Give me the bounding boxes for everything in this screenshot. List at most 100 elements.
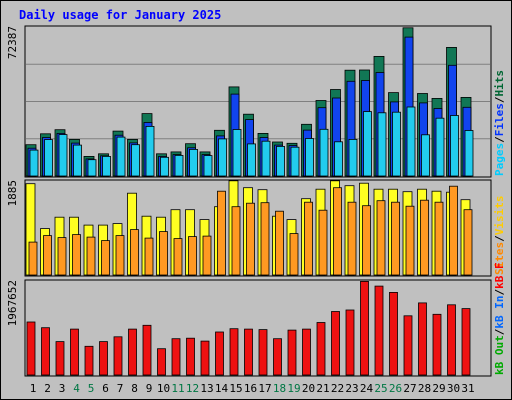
bar-kb-f-day-14	[215, 331, 224, 376]
bar-sites-day-5	[86, 236, 96, 276]
bar-sites-day-17	[260, 202, 270, 276]
x-tick-label-day-21: 21	[316, 382, 329, 395]
bar-kb-f-day-13	[200, 340, 210, 376]
x-tick-label-day-10: 10	[157, 382, 170, 395]
bar-sites-day-15	[231, 206, 241, 276]
bar-pages-day-22	[334, 141, 343, 177]
chart-title: Daily usage for January 2025	[19, 8, 221, 22]
bar-kb-f-day-5	[84, 345, 94, 376]
bar-pages-day-26	[392, 111, 401, 177]
x-tick-label-day-1: 1	[30, 382, 37, 395]
legend-separator: /	[493, 328, 506, 335]
bar-pages-day-6	[102, 155, 111, 177]
bars	[25, 27, 474, 376]
legend-sites: Sites	[493, 242, 506, 275]
x-tick-label-day-20: 20	[302, 382, 315, 395]
x-tick-label-day-22: 22	[331, 382, 344, 395]
bar-pages-day-17	[261, 140, 271, 177]
bar-kb-f-day-21	[316, 322, 326, 376]
bar-pages-day-27	[406, 106, 416, 177]
bar-kb-f-day-7	[113, 336, 123, 376]
bar-sites-day-27	[405, 205, 415, 276]
bar-pages-day-12	[189, 148, 198, 177]
bar-pages-day-13	[203, 155, 213, 177]
bar-pages-day-3	[58, 134, 68, 177]
x-tick-label-day-27: 27	[403, 382, 416, 395]
x-axis-labels: 1 2 3 4 5 6 7 8 9 10 11 12 13 14 15 16 17 18 19 20 21 22 23 24 2…	[30, 382, 475, 395]
x-tick-label-day-11: 11	[171, 382, 184, 395]
bar-kb-f-day-8	[128, 328, 137, 376]
bar-kb-f-day-22	[331, 311, 340, 376]
bar-pages-day-9	[145, 126, 155, 177]
legend-files: Files	[493, 103, 506, 136]
bar-kb-f-day-9	[142, 324, 152, 376]
bar-kb-f-day-19	[287, 329, 297, 376]
bar-sites-day-20	[304, 201, 313, 276]
legend-panel-2: kB Out/kB In/kB F	[493, 262, 506, 375]
x-tick-label-day-31: 31	[461, 382, 474, 395]
bar-kb-f-day-17	[258, 329, 268, 376]
bar-kb-f-day-10	[157, 348, 166, 376]
bar-pages-day-18	[276, 145, 285, 177]
bar-pages-day-23	[348, 138, 358, 177]
bar-pages-day-29	[435, 117, 445, 177]
bar-kb-f-day-31	[461, 308, 471, 376]
bar-sites-day-6	[101, 240, 110, 276]
hits-ymax-label: 72387	[6, 26, 19, 59]
x-tick-label-day-30: 30	[447, 382, 460, 395]
bar-kb-f-day-28	[418, 302, 427, 376]
bar-kb-f-day-24	[360, 280, 369, 376]
bar-kb-f-day-12	[186, 337, 195, 376]
x-tick-label-day-28: 28	[418, 382, 431, 395]
bar-pages-day-7	[116, 136, 126, 177]
bar-kb-f-day-18	[273, 338, 282, 376]
bar-kb-f-day-23	[345, 309, 355, 376]
x-tick-label-day-9: 9	[146, 382, 153, 395]
legend-visits: Visits	[493, 196, 506, 236]
x-tick-label-day-4: 4	[73, 382, 80, 395]
bar-sites-day-28	[420, 199, 429, 276]
bar-sites-day-26	[391, 201, 400, 276]
panel-hits-frame	[24, 25, 492, 178]
bar-pages-day-4	[73, 144, 82, 177]
x-tick-label-day-16: 16	[244, 382, 257, 395]
bar-sites-day-21	[318, 209, 328, 276]
panel-visits-frame	[24, 179, 492, 277]
bar-pages-day-8	[131, 144, 140, 177]
legend-separator: /	[493, 136, 506, 143]
x-tick-label-day-6: 6	[102, 382, 109, 395]
bar-pages-day-19	[290, 146, 300, 177]
bar-pages-day-24	[363, 111, 372, 177]
legend-kb-out: kB Out	[493, 335, 506, 375]
bar-sites-day-23	[347, 201, 357, 276]
bar-sites-day-7	[115, 235, 125, 276]
bar-kb-f-day-11	[171, 338, 181, 376]
bar-sites-day-11	[173, 238, 183, 276]
x-tick-label-day-12: 12	[186, 382, 199, 395]
bar-sites-day-8	[130, 229, 139, 276]
bar-sites-day-19	[289, 233, 299, 276]
bar-sites-day-30	[449, 185, 458, 276]
x-tick-label-day-18: 18	[273, 382, 286, 395]
legend-kb-in: kB In	[493, 296, 506, 329]
x-tick-label-day-19: 19	[287, 382, 300, 395]
bar-sites-day-18	[275, 210, 284, 276]
x-tick-label-day-23: 23	[345, 382, 358, 395]
visits-ymax-label: 1885	[6, 180, 19, 207]
legend-pages: Pages	[493, 143, 506, 176]
bar-sites-day-14	[217, 190, 226, 276]
bar-sites-day-4	[72, 234, 81, 276]
legend-panel-0: Pages/Files/Hits	[493, 70, 506, 176]
x-tick-label-day-7: 7	[117, 382, 124, 395]
bar-pages-day-31	[464, 130, 474, 177]
bar-sites-day-31	[463, 209, 473, 276]
bar-kb-f-day-29	[432, 313, 442, 376]
bar-pages-day-20	[305, 138, 314, 177]
bar-pages-day-25	[377, 112, 387, 177]
bar-sites-day-2	[43, 235, 52, 276]
bar-pages-day-21	[319, 128, 329, 177]
bar-pages-day-5	[87, 159, 97, 177]
bar-sites-day-3	[57, 237, 67, 276]
bar-pages-day-16	[247, 143, 256, 177]
legend-hits: Hits	[493, 70, 506, 97]
